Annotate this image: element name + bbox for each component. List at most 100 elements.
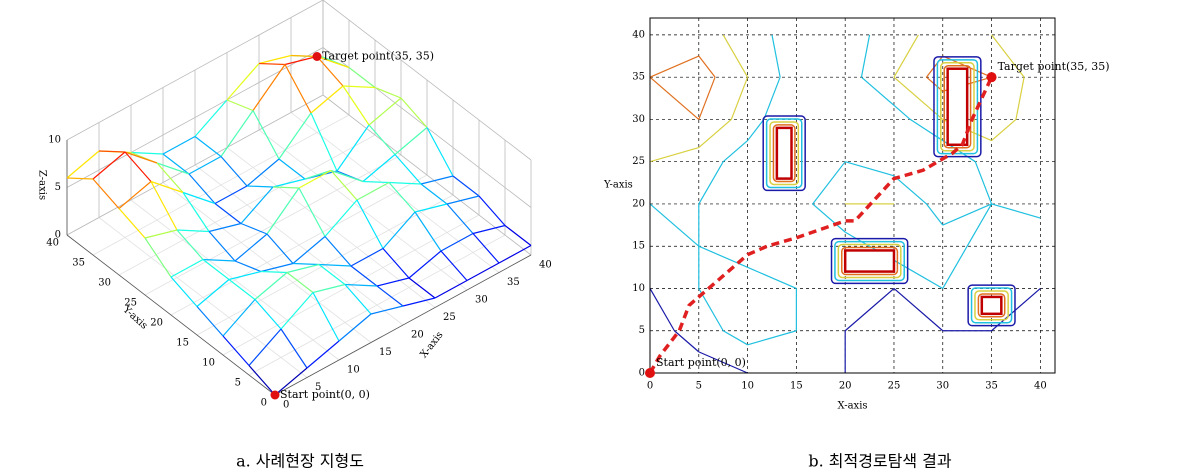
y-tick-label: 15: [632, 241, 645, 252]
mesh-segment: [246, 185, 274, 188]
wall-grid-line: [322, 94, 532, 256]
mesh-segment: [336, 124, 370, 172]
mesh-segment: [130, 151, 164, 155]
mesh-segment: [286, 272, 314, 293]
wall-grid-line: [322, 0, 532, 161]
mesh-segment: [286, 263, 320, 274]
contour-segment: [649, 76, 700, 120]
annotation: Target point(35, 35): [998, 60, 1110, 73]
mesh-segment: [208, 231, 236, 262]
mesh-segment: [344, 284, 372, 315]
mesh-segment: [292, 236, 326, 264]
mesh-segment: [304, 169, 332, 180]
mesh-segment: [362, 154, 396, 182]
mesh-segment: [248, 328, 282, 366]
x-tick-label: 0: [647, 381, 653, 392]
x-tick-label: 15: [379, 347, 392, 358]
mesh-segment: [258, 62, 286, 66]
obstacle-halo: [772, 124, 796, 183]
mesh-segment: [66, 150, 100, 179]
point-marker: [270, 390, 280, 400]
mesh-segment: [92, 151, 126, 180]
mesh-segment: [252, 110, 280, 160]
mesh-segment: [356, 199, 384, 249]
mesh-segment: [330, 170, 358, 201]
mesh-segment: [170, 258, 204, 278]
mesh-segment: [376, 277, 410, 287]
contour-segment: [893, 104, 911, 120]
mesh-segment: [466, 262, 500, 282]
mesh-segment: [176, 229, 210, 233]
y-tick-label: 25: [124, 298, 137, 309]
mesh-segment: [188, 155, 222, 175]
mesh-segment: [150, 180, 184, 194]
point-marker: [986, 72, 997, 83]
mesh-segment: [388, 181, 422, 185]
mesh-segment: [202, 258, 236, 262]
mesh-segment: [504, 225, 532, 246]
mesh-segment: [188, 173, 216, 204]
mesh-segment: [414, 203, 448, 213]
mesh-segment: [280, 292, 314, 330]
contour-segment: [893, 175, 927, 205]
mesh-segment: [156, 162, 184, 193]
y-tick-label: 20: [150, 318, 163, 329]
x-tick-label: 20: [839, 381, 852, 392]
mesh-segment: [226, 99, 254, 112]
y-tick-label: 10: [632, 283, 645, 294]
obstacle-halo: [769, 121, 800, 186]
y-tick-label: 20: [632, 198, 645, 209]
mesh-segment: [400, 97, 428, 128]
y-tick-label: 0: [639, 368, 645, 379]
mesh-segment: [388, 182, 416, 213]
mesh-segment: [222, 335, 250, 366]
mesh-segment: [220, 110, 254, 157]
y-tick-label: 30: [632, 114, 645, 125]
mesh-segment: [222, 299, 256, 337]
contour-segment: [747, 266, 797, 290]
y-tick-label: 0: [261, 398, 267, 409]
contour-segment: [991, 118, 1017, 142]
point-marker: [312, 52, 322, 61]
contour-segment: [812, 161, 846, 205]
mesh-segment: [472, 224, 506, 235]
mesh-segment: [356, 181, 390, 201]
mesh-segment: [408, 250, 442, 279]
mesh-segment: [426, 127, 454, 177]
mesh-segment: [274, 367, 308, 396]
mesh-segment: [124, 151, 152, 182]
obstacle-halo: [933, 56, 982, 158]
obstacle-halo: [970, 287, 1013, 324]
obstacle-halo: [765, 118, 803, 189]
obstacle-halo: [837, 243, 902, 279]
mesh-segment: [446, 203, 474, 234]
plot-frame: [649, 17, 1056, 374]
mesh-segment: [376, 285, 404, 307]
contour-segment: [974, 161, 993, 205]
mesh-segment: [194, 99, 228, 137]
y-tick-label: 25: [632, 156, 645, 167]
mesh-segment: [234, 233, 268, 262]
contour-segment: [698, 76, 716, 120]
obstacle-halo: [834, 240, 905, 282]
mesh-segment: [420, 175, 454, 185]
mesh-segment: [118, 208, 146, 239]
mesh-segment: [234, 260, 262, 273]
mesh-segment: [182, 192, 210, 232]
y-tick-label: 10: [202, 358, 215, 369]
mesh-segment: [228, 270, 262, 281]
caption: b. 최적경로탐색 결과: [808, 452, 952, 471]
x-tick-label: 35: [985, 381, 998, 392]
mesh-segment: [402, 297, 436, 307]
mesh-segment: [98, 150, 126, 153]
y-tick-label: 40: [46, 238, 59, 249]
x-tick-label: 30: [475, 295, 488, 306]
z-tick-label: 10: [48, 135, 61, 146]
mesh-segment: [144, 237, 172, 278]
mesh-segment: [220, 156, 248, 187]
y-tick-label: 35: [632, 72, 645, 83]
contour-segment: [722, 330, 748, 346]
floor-grid-line: [92, 114, 350, 256]
mesh-segment: [316, 56, 344, 87]
contour-segment: [845, 161, 895, 177]
